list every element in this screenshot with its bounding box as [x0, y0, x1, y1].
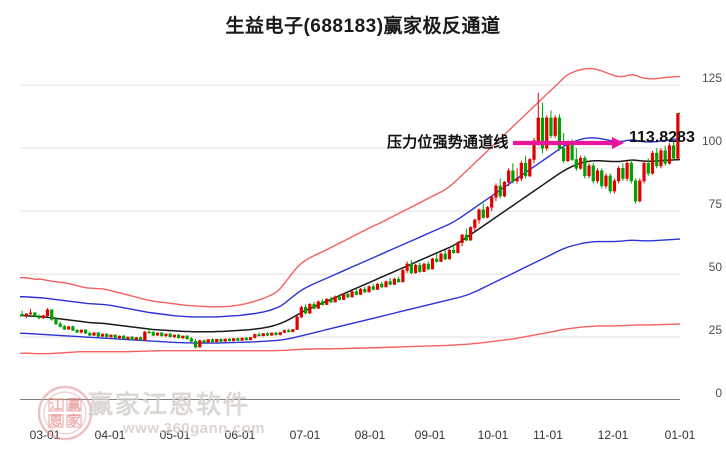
x-axis-tick-label: 09-01	[414, 428, 446, 442]
x-axis-tick-label: 06-01	[224, 428, 256, 442]
svg-text:家: 家	[67, 413, 81, 428]
band-line-4	[20, 323, 680, 355]
band-line-0	[20, 67, 680, 308]
gridlines	[20, 84, 680, 400]
x-axis-tick-label: 03-01	[29, 428, 61, 442]
x-axis-tick-label: 04-01	[94, 428, 126, 442]
svg-text:恩: 恩	[49, 413, 62, 428]
annotation-label: 压力位强势通道线	[387, 134, 509, 151]
x-axis-tick-label: 07-01	[289, 428, 321, 442]
x-axis-tick-label: 05-01	[159, 428, 191, 442]
y-axis-tick-label: 75	[708, 197, 722, 212]
y-axis-tick-label: 50	[708, 260, 722, 275]
band-line-3	[20, 238, 680, 344]
band-line-2	[20, 158, 680, 333]
x-axis-tick-label: 11-01	[533, 428, 563, 442]
y-axis-tick-label: 25	[708, 323, 722, 338]
x-axis-tick-label: 12-01	[597, 428, 629, 442]
candlestick-series	[20, 92, 680, 349]
y-axis-tick-label: 125	[701, 71, 722, 86]
page-title: 生益电子(688183)赢家极反通道	[225, 16, 501, 37]
annotation-price-value: 113.8283	[629, 129, 695, 146]
y-axis-tick-label: 0	[715, 386, 722, 400]
x-axis-tick-label: 01-01	[664, 428, 696, 442]
x-axis-tick-label: 08-01	[354, 428, 386, 442]
chart-svg	[20, 67, 680, 400]
x-axis-tick-label: 10-01	[477, 428, 509, 442]
y-axis-tick-label: 100	[701, 134, 722, 149]
annotation-arrow	[513, 137, 624, 149]
chart-plot-area	[20, 55, 680, 400]
